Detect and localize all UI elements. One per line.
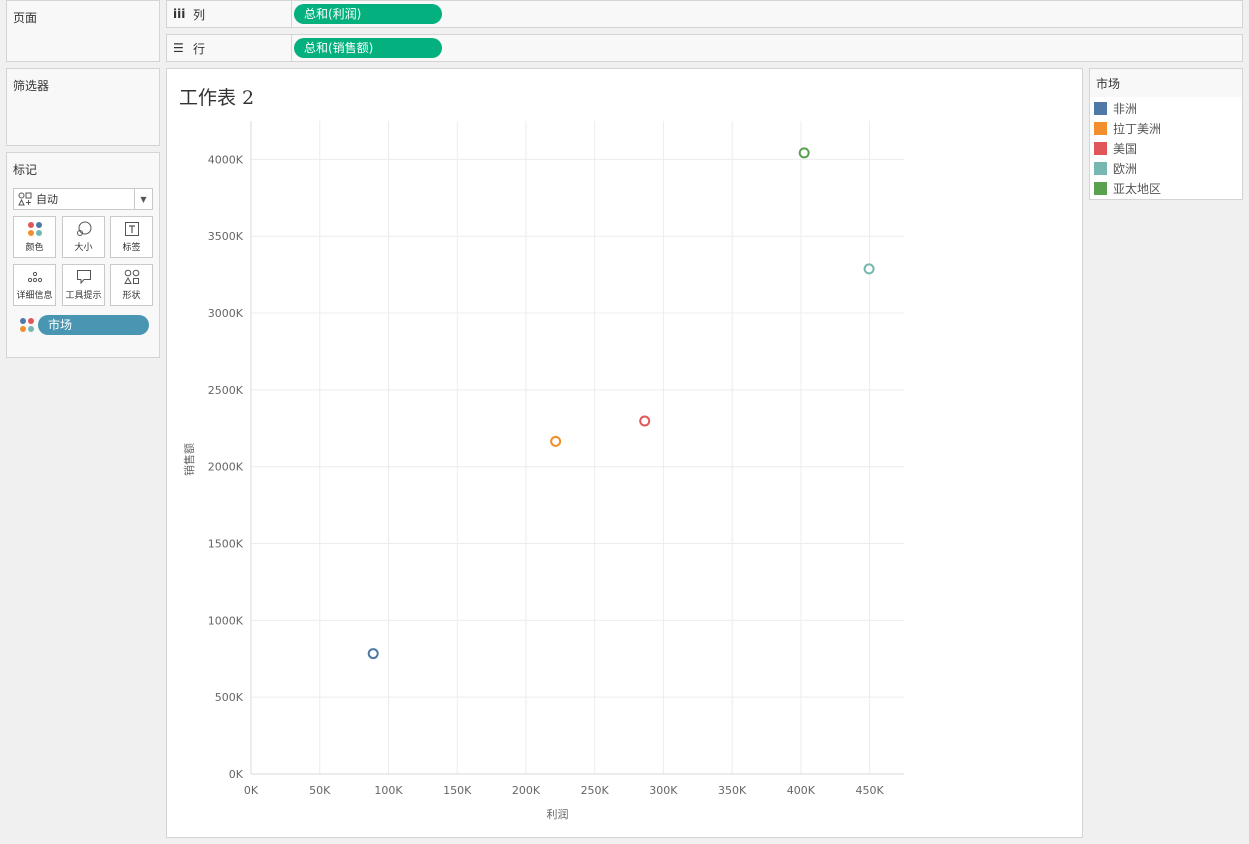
- tooltip-icon: [76, 270, 91, 285]
- marks-panel: 标记 自动 ▼ 颜色 大小 标签: [6, 152, 160, 358]
- legend-item[interactable]: 拉丁美洲: [1090, 118, 1242, 138]
- scatter-chart: 0K 50K 100K 150K 200K 250K 300K 350K 400K 450K 0K 5…: [182, 121, 904, 821]
- sales-pill[interactable]: 总和(销售额): [294, 38, 442, 58]
- size-button[interactable]: 大小: [62, 216, 105, 258]
- legend-item[interactable]: 美国: [1090, 138, 1242, 158]
- legend-swatch: [1094, 141, 1107, 155]
- chevron-down-icon[interactable]: ▼: [134, 189, 152, 209]
- data-point: [367, 648, 379, 660]
- x-tick-label: 350K: [718, 784, 747, 797]
- data-point: [550, 435, 562, 447]
- rows-shelf[interactable]: ☰ 行 总和(销售额): [166, 34, 1243, 62]
- pages-title: 页面: [13, 11, 38, 25]
- profit-pill[interactable]: 总和(利润): [294, 4, 442, 24]
- marks-title: 标记: [13, 163, 38, 177]
- label-button[interactable]: 标签: [110, 216, 153, 258]
- legend-swatch: [1094, 161, 1107, 175]
- data-point: [863, 263, 875, 275]
- shape-label: 形状: [122, 291, 141, 301]
- legend-items: 非洲拉丁美洲美国欧洲亚太地区: [1090, 97, 1242, 198]
- detail-label: 详细信息: [16, 291, 53, 301]
- mark-type-label: 自动: [36, 193, 58, 206]
- y-tick-label: 1500K: [208, 538, 244, 551]
- size-label: 大小: [74, 243, 93, 253]
- shape-icon: [123, 269, 139, 284]
- x-tick-label: 200K: [512, 784, 541, 797]
- legend-swatch: [1094, 181, 1107, 195]
- color-button[interactable]: 颜色: [13, 216, 56, 258]
- x-tick-label: 150K: [443, 784, 472, 797]
- color-label: 颜色: [25, 243, 44, 253]
- y-axis-title: 销售额: [182, 443, 196, 476]
- data-point: [639, 415, 651, 427]
- x-tick-label: 250K: [581, 784, 610, 797]
- color-field-icon: [20, 318, 34, 332]
- legend-item[interactable]: 非洲: [1090, 98, 1242, 118]
- x-tick-label: 400K: [787, 784, 816, 797]
- worksheet-view: 工作表 2 0K 50K 100K 150K 200K 250K 300K 350K 400K 4…: [166, 68, 1083, 838]
- shape-button[interactable]: 形状: [110, 264, 153, 306]
- data-point: [798, 147, 810, 159]
- legend-swatch: [1094, 121, 1107, 135]
- detail-icon: [27, 271, 42, 283]
- color-icon: [27, 222, 42, 236]
- legend-title: 市场: [1090, 69, 1242, 97]
- filters-panel[interactable]: 筛选器: [6, 68, 160, 146]
- tooltip-button[interactable]: 工具提示: [62, 264, 105, 306]
- rows-shelf-label: ☰ 行: [167, 35, 292, 61]
- y-tick-label: 500K: [215, 691, 244, 704]
- mark-type-dropdown[interactable]: 自动 ▼: [13, 188, 153, 210]
- legend-label: 美国: [1113, 141, 1138, 156]
- columns-label: 列: [193, 7, 206, 22]
- legend-item[interactable]: 亚太地区: [1090, 178, 1242, 198]
- rows-icon: ☰: [173, 41, 184, 55]
- legend-panel[interactable]: 市场 非洲拉丁美洲美国欧洲亚太地区: [1089, 68, 1243, 200]
- label-label: 标签: [122, 243, 141, 253]
- pages-panel[interactable]: 页面: [6, 0, 160, 62]
- legend-swatch: [1094, 101, 1107, 115]
- x-tick-label: 100K: [374, 784, 403, 797]
- y-tick-label: 3000K: [208, 307, 244, 320]
- columns-shelf[interactable]: iii 列 总和(利润): [166, 0, 1243, 28]
- columns-icon: iii: [173, 7, 186, 21]
- x-tick-label: 300K: [649, 784, 678, 797]
- filters-title: 筛选器: [13, 79, 50, 93]
- rows-label: 行: [193, 41, 206, 56]
- detail-button[interactable]: 详细信息: [13, 264, 56, 306]
- legend-label: 欧洲: [1113, 161, 1138, 176]
- y-tick-label: 2000K: [208, 461, 244, 474]
- legend-label: 亚太地区: [1113, 181, 1162, 196]
- worksheet-title: 工作表 2: [179, 87, 255, 109]
- legend-item[interactable]: 欧洲: [1090, 158, 1242, 178]
- legend-label: 非洲: [1113, 101, 1138, 116]
- y-tick-label: 4000K: [208, 153, 244, 166]
- x-tick-label: 450K: [856, 784, 885, 797]
- x-tick-label: 50K: [309, 784, 331, 797]
- columns-shelf-label: iii 列: [167, 1, 292, 27]
- label-icon: [124, 222, 139, 236]
- y-tick-label: 2500K: [208, 384, 244, 397]
- y-tick-label: 3500K: [208, 230, 244, 243]
- y-tick-label: 0K: [229, 768, 244, 781]
- x-axis-title: 利润: [547, 807, 569, 821]
- tooltip-label: 工具提示: [65, 291, 102, 301]
- legend-label: 拉丁美洲: [1113, 121, 1162, 136]
- y-tick-label: 1000K: [208, 614, 244, 627]
- size-icon: [76, 221, 91, 236]
- x-tick-label: 0K: [244, 784, 259, 797]
- market-field-pill[interactable]: 市场: [38, 315, 149, 335]
- auto-mark-icon: [18, 192, 32, 206]
